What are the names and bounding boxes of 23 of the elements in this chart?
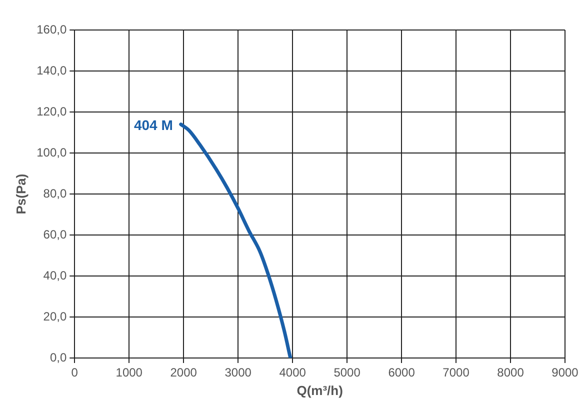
x-tick-label: 6000	[388, 366, 416, 380]
y-tick-label: 60,0	[43, 227, 67, 242]
series-label: 404 M	[134, 117, 173, 134]
x-tick-label: 1000	[116, 366, 143, 380]
y-tick-label: 80,0	[43, 186, 67, 200]
x-tick-label: 7000	[442, 366, 470, 380]
x-tick-label: 2000	[170, 366, 198, 380]
y-tick-label: 40,0	[43, 268, 67, 282]
x-tick-label: 5000	[334, 366, 361, 380]
y-axis-title: Ps(Pa)	[13, 174, 28, 214]
y-tick-label: 100,0	[36, 145, 67, 160]
x-tick-label: 3000	[224, 366, 252, 380]
y-tick-label: 140,0	[36, 63, 67, 78]
x-tick-label: 4000	[279, 366, 306, 380]
y-tick-label: 120,0	[36, 104, 67, 118]
line-series	[179, 122, 292, 358]
x-axis-title: Q(m³/h)	[296, 382, 343, 398]
y-tick-label: 20,0	[43, 309, 67, 324]
x-tick-label: 8000	[497, 366, 524, 380]
x-tick-label: 9000	[552, 366, 579, 380]
y-tick-label: 160,0	[36, 22, 67, 36]
x-tick-label: 0	[71, 366, 78, 380]
y-tick-label: 0,0	[50, 350, 67, 364]
